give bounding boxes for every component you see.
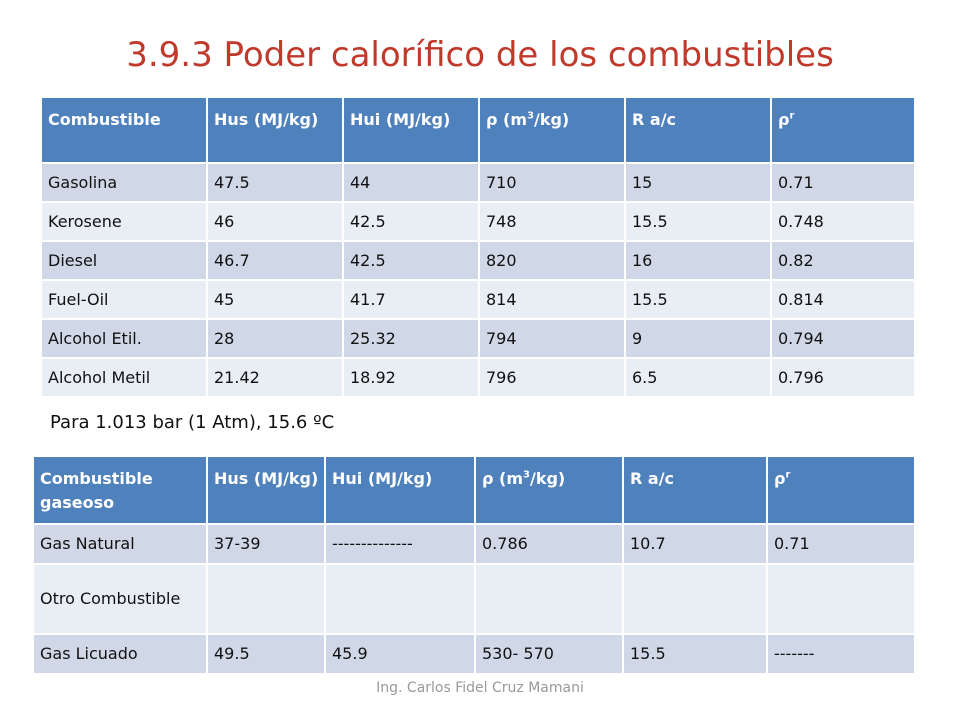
cell-hus: 49.5 bbox=[206, 633, 326, 675]
header-rel-density-pre: ρ bbox=[778, 110, 790, 129]
cell-hus bbox=[206, 563, 326, 635]
table-row: Gasolina 47.5 44 710 15 0.71 bbox=[40, 162, 916, 203]
header-rel-density-pre: ρ bbox=[774, 469, 786, 488]
cell-fuel: Gasolina bbox=[40, 162, 208, 203]
header-density-sup: 3 bbox=[527, 110, 534, 122]
cell-fuel: Diesel bbox=[40, 240, 208, 281]
cell-fuel: Gas Licuado bbox=[32, 633, 208, 675]
cell-density: 748 bbox=[478, 201, 626, 242]
cell-relative-density: 0.794 bbox=[770, 318, 916, 359]
cell-hui: 42.5 bbox=[342, 240, 480, 281]
table-row: Alcohol Metil 21.42 18.92 796 6.5 0.796 bbox=[40, 357, 916, 398]
cell-air-fuel-ratio: 15 bbox=[624, 162, 772, 203]
cell-hus: 46 bbox=[206, 201, 344, 242]
liquid-fuels-table: Combustible Hus (MJ/kg) Hui (MJ/kg) ρ (m… bbox=[40, 96, 916, 398]
cell-relative-density bbox=[766, 563, 916, 635]
table-row: Gas Licuado 49.5 45.9 530- 570 15.5 ----… bbox=[32, 633, 916, 675]
cell-hui: 25.32 bbox=[342, 318, 480, 359]
header-hui: Hui (MJ/kg) bbox=[342, 96, 480, 164]
cell-density: 794 bbox=[478, 318, 626, 359]
header-density: ρ (m3/kg) bbox=[474, 455, 624, 525]
cell-hus: 46.7 bbox=[206, 240, 344, 281]
header-density-pre: ρ (m bbox=[482, 469, 524, 488]
cell-fuel: Otro Combustible bbox=[32, 563, 208, 635]
cell-hus: 47.5 bbox=[206, 162, 344, 203]
header-rel-density-sup: r bbox=[785, 469, 791, 481]
cell-hus: 37-39 bbox=[206, 523, 326, 565]
cell-fuel: Alcohol Metil bbox=[40, 357, 208, 398]
cell-density: 0.786 bbox=[474, 523, 624, 565]
cell-density: 530- 570 bbox=[474, 633, 624, 675]
cell-density: 814 bbox=[478, 279, 626, 320]
header-relative-density: ρr bbox=[770, 96, 916, 164]
cell-hui: 42.5 bbox=[342, 201, 480, 242]
table-row: Otro Combustible bbox=[32, 563, 916, 635]
cell-density: 820 bbox=[478, 240, 626, 281]
table-row: Alcohol Etil. 28 25.32 794 9 0.794 bbox=[40, 318, 916, 359]
cell-relative-density: 0.82 bbox=[770, 240, 916, 281]
cell-hui: 18.92 bbox=[342, 357, 480, 398]
cell-hus: 21.42 bbox=[206, 357, 344, 398]
header-density-pre: ρ (m bbox=[486, 110, 528, 129]
header-air-fuel-ratio: R a/c bbox=[622, 455, 768, 525]
cell-air-fuel-ratio: 6.5 bbox=[624, 357, 772, 398]
header-rel-density-sup: r bbox=[789, 110, 795, 122]
cell-fuel: Fuel-Oil bbox=[40, 279, 208, 320]
header-density-post: /kg) bbox=[529, 469, 566, 488]
header-density: ρ (m3/kg) bbox=[478, 96, 626, 164]
cell-hui: 45.9 bbox=[324, 633, 476, 675]
cell-fuel: Alcohol Etil. bbox=[40, 318, 208, 359]
cell-density: 796 bbox=[478, 357, 626, 398]
cell-hui: 44 bbox=[342, 162, 480, 203]
header-hus: Hus (MJ/kg) bbox=[206, 455, 326, 525]
cell-air-fuel-ratio: 15.5 bbox=[624, 201, 772, 242]
cell-air-fuel-ratio: 15.5 bbox=[622, 633, 768, 675]
conditions-note: Para 1.013 bar (1 Atm), 15.6 ºC bbox=[50, 412, 335, 433]
cell-air-fuel-ratio: 9 bbox=[624, 318, 772, 359]
cell-relative-density: 0.796 bbox=[770, 357, 916, 398]
cell-fuel: Kerosene bbox=[40, 201, 208, 242]
table-row: Kerosene 46 42.5 748 15.5 0.748 bbox=[40, 201, 916, 242]
cell-air-fuel-ratio: 15.5 bbox=[624, 279, 772, 320]
header-density-post: /kg) bbox=[533, 110, 570, 129]
author-footer: Ing. Carlos Fidel Cruz Mamani bbox=[376, 680, 584, 696]
cell-fuel: Gas Natural bbox=[32, 523, 208, 565]
table-header-row: Combustible Hus (MJ/kg) Hui (MJ/kg) ρ (m… bbox=[40, 96, 916, 164]
slide-title: 3.9.3 Poder calorífico de los combustibl… bbox=[126, 35, 834, 75]
table-row: Diesel 46.7 42.5 820 16 0.82 bbox=[40, 240, 916, 281]
cell-relative-density: 0.71 bbox=[766, 523, 916, 565]
header-air-fuel-ratio: R a/c bbox=[624, 96, 772, 164]
table-header-row: Combustible gaseoso Hus (MJ/kg) Hui (MJ/… bbox=[32, 455, 916, 525]
header-density-sup: 3 bbox=[523, 469, 530, 481]
cell-relative-density: ------- bbox=[766, 633, 916, 675]
cell-air-fuel-ratio: 16 bbox=[624, 240, 772, 281]
cell-hus: 45 bbox=[206, 279, 344, 320]
cell-air-fuel-ratio bbox=[622, 563, 768, 635]
header-relative-density: ρr bbox=[766, 455, 916, 525]
cell-relative-density: 0.71 bbox=[770, 162, 916, 203]
table-row: Fuel-Oil 45 41.7 814 15.5 0.814 bbox=[40, 279, 916, 320]
header-hus: Hus (MJ/kg) bbox=[206, 96, 344, 164]
cell-relative-density: 0.748 bbox=[770, 201, 916, 242]
cell-density bbox=[474, 563, 624, 635]
cell-density: 710 bbox=[478, 162, 626, 203]
cell-hui bbox=[324, 563, 476, 635]
header-hui: Hui (MJ/kg) bbox=[324, 455, 476, 525]
header-combustible-gaseoso: Combustible gaseoso bbox=[32, 455, 208, 525]
table-row: Gas Natural 37-39 -------------- 0.786 1… bbox=[32, 523, 916, 565]
cell-relative-density: 0.814 bbox=[770, 279, 916, 320]
header-combustible: Combustible bbox=[40, 96, 208, 164]
cell-hus: 28 bbox=[206, 318, 344, 359]
cell-hui: -------------- bbox=[324, 523, 476, 565]
gaseous-fuels-table: Combustible gaseoso Hus (MJ/kg) Hui (MJ/… bbox=[32, 455, 916, 675]
cell-hui: 41.7 bbox=[342, 279, 480, 320]
cell-air-fuel-ratio: 10.7 bbox=[622, 523, 768, 565]
